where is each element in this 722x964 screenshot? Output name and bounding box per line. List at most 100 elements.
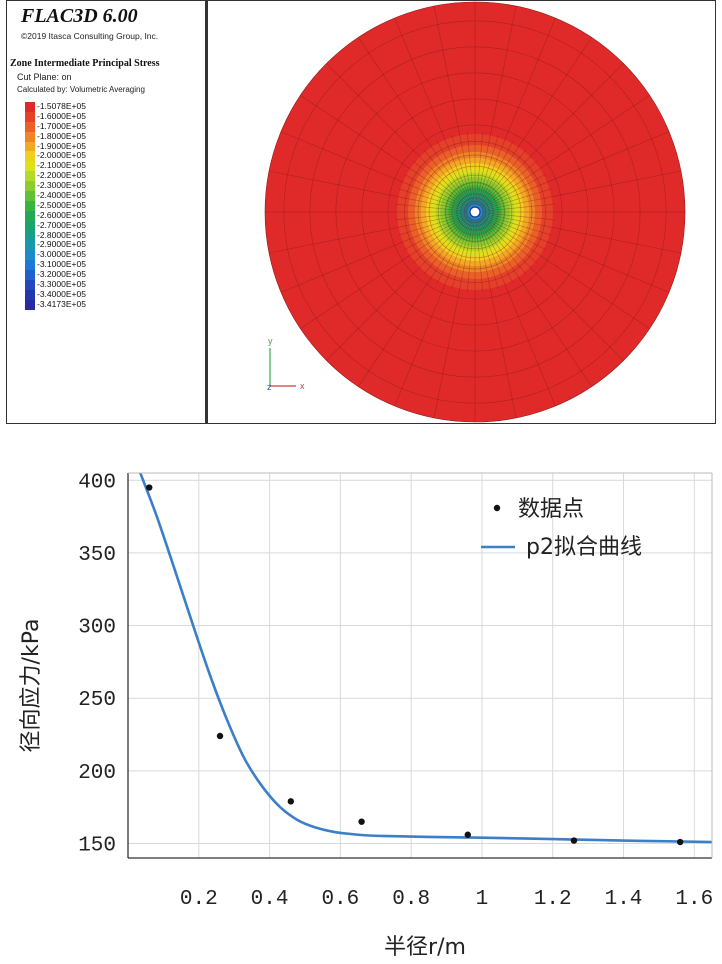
legend-entry-label: -2.2000E+05 [37, 170, 86, 181]
copyright-text: ©2019 Itasca Consulting Group, Inc. [21, 31, 159, 41]
legend-entry-label: -3.4000E+05 [37, 288, 86, 299]
fit-curve-layer [138, 473, 712, 844]
legend-entry: -3.3000E+05 [25, 279, 86, 290]
mesh-spoke [479, 145, 520, 206]
mesh-spoke [479, 218, 520, 279]
app-title: FLAC3D 6.00 [21, 5, 138, 27]
mesh-spoke [505, 285, 556, 407]
mesh-spoke [459, 219, 474, 291]
legend-entry: -2.4000E+05 [25, 190, 86, 201]
mesh-spoke [436, 141, 472, 206]
legend-title: Zone Intermediate Principal Stress [10, 58, 160, 69]
radial-stress-chart: 0.2 0.4 0.6 0.8 1 1.2 1.4 1.6 150 200 250 300 350 40… [0, 440, 722, 964]
fit-curve-line [138, 473, 712, 844]
mesh-spoke [430, 218, 471, 279]
mesh-spoke [475, 219, 484, 292]
legend-swatch [25, 141, 35, 152]
mesh-spoke [479, 217, 527, 275]
legend-swatch [25, 289, 35, 300]
triad-y-label: y [268, 336, 273, 346]
mesh-spoke [412, 216, 470, 264]
legend-label-fit: p2拟合曲线 [526, 535, 642, 560]
mesh-spoke [482, 213, 552, 236]
mesh-ring [437, 174, 513, 250]
legend-swatch [25, 102, 35, 112]
mesh-ring [417, 154, 533, 270]
legend-entry-label: -1.5078E+05 [37, 101, 86, 111]
legend-swatch [25, 111, 35, 122]
mesh-spoke [478, 141, 514, 206]
legend-entry: -3.2000E+05 [25, 269, 86, 281]
legend-entry: -3.0000E+05 [25, 249, 86, 261]
data-point [570, 837, 578, 844]
mesh-ring [466, 203, 484, 221]
mesh-spoke [482, 188, 552, 211]
legend-entry-label: -3.1000E+05 [37, 259, 86, 270]
mesh-ring [387, 124, 563, 300]
legend-entry-label: -1.9000E+05 [37, 140, 86, 151]
mesh-spoke [451, 219, 474, 289]
mesh-spoke [480, 216, 538, 264]
data-point [464, 831, 471, 838]
legend-entry: -2.5000E+05 [25, 199, 86, 211]
axes-triad: y x z [267, 336, 305, 392]
x-tick-label: 0.6 [321, 888, 359, 911]
legend-swatch [25, 131, 35, 142]
mesh-ring [460, 197, 490, 227]
mesh-spoke [394, 285, 445, 407]
legend-entry: -2.2000E+05 [25, 170, 86, 182]
y-tick-label: 300 [78, 617, 116, 640]
legend-entry: -2.3000E+05 [25, 180, 86, 192]
data-points-layer [146, 484, 684, 846]
mesh-spoke [300, 256, 409, 329]
mesh-spoke [326, 63, 419, 156]
legend-entry-label: -2.6000E+05 [37, 209, 86, 220]
legend-entry: -3.1000E+05 [25, 259, 86, 271]
mesh-spoke [481, 167, 542, 208]
legend-entry: -1.6000E+05 [25, 111, 86, 122]
mesh-spoke [433, 5, 460, 134]
y-axis-title: 径向应力/kPa [19, 619, 44, 753]
mesh-grid [265, 2, 685, 422]
y-tick-label: 250 [78, 689, 116, 712]
legend-entry-label: -2.5000E+05 [37, 199, 86, 210]
x-tick-label: 0.2 [180, 888, 218, 911]
mesh-spoke [548, 242, 670, 293]
mesh-spoke [358, 278, 431, 387]
legend-swatch [25, 161, 35, 172]
mesh-spoke [358, 37, 431, 146]
mesh-spoke [268, 227, 397, 254]
x-tick-label: 0.8 [392, 888, 430, 911]
flac3d-contour-panel: FLAC3D 6.00 ©2019 Itasca Consulting Grou… [0, 0, 722, 430]
y-tick-label: 150 [78, 834, 116, 857]
legend-swatch [25, 260, 35, 271]
mesh-spoke [423, 217, 471, 275]
mesh-spoke [482, 214, 550, 243]
mesh-spoke [476, 133, 491, 205]
chart-axes [127, 472, 713, 859]
legend-entry-label: -3.4173E+05 [37, 298, 86, 309]
mesh-spoke [466, 219, 475, 292]
mesh-spoke [553, 170, 682, 197]
mesh-spoke [490, 290, 517, 419]
mesh-ring [335, 72, 615, 352]
legend-swatch [25, 171, 35, 182]
mesh-spoke [398, 188, 468, 211]
data-point [676, 838, 684, 846]
mesh-spoke [423, 149, 471, 207]
mesh-ring [451, 188, 499, 236]
mesh-ring [404, 141, 546, 283]
mesh-spoke [396, 213, 468, 228]
triad-x-label: x [300, 381, 305, 391]
mesh-spoke [519, 37, 592, 146]
mesh-spoke [481, 216, 542, 257]
mesh-spoke [541, 256, 650, 329]
legend-swatch [25, 250, 35, 261]
mesh-spoke [476, 135, 499, 205]
mesh-spoke [268, 170, 397, 197]
legend-entry: -2.8000E+05 [25, 230, 86, 241]
mesh-spoke [490, 5, 517, 134]
mesh-spoke [418, 217, 470, 269]
flac3d-legend: FLAC3D 6.00 ©2019 Itasca Consulting Grou… [6, 0, 206, 424]
legend-swatch [25, 151, 35, 162]
